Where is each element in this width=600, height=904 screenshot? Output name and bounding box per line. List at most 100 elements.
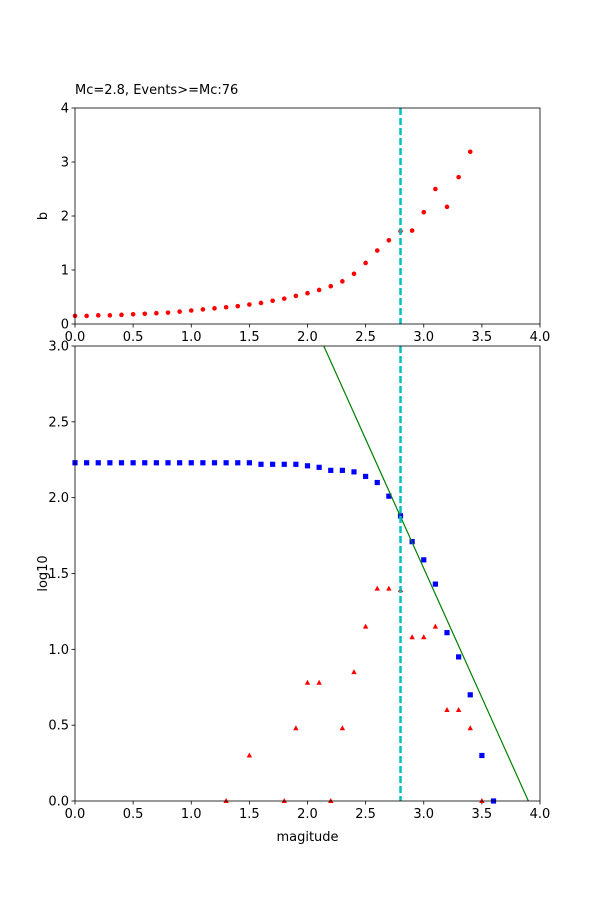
x-tick-label: 1.0: [181, 330, 202, 345]
point: [409, 228, 415, 233]
point: [409, 634, 415, 640]
point: [386, 238, 392, 243]
point: [304, 463, 311, 469]
point: [281, 798, 287, 803]
point: [455, 707, 462, 712]
point: [293, 725, 299, 731]
plot-area: 0.0 0.5 1.0 1.5 2.0 2.5 3.0 3.5 4.0 0.0 0.5 1.0 1.5 2…: [36, 340, 550, 846]
point: [467, 692, 473, 698]
point: [118, 460, 125, 466]
point: [316, 464, 322, 470]
point: [107, 460, 113, 466]
point: [130, 460, 136, 466]
y-tick-label: 4: [61, 102, 69, 117]
point: [351, 469, 357, 475]
y-tick-label: 1.5: [48, 567, 69, 582]
point: [130, 311, 136, 317]
point: [456, 654, 462, 660]
point: [363, 473, 369, 480]
point: [270, 461, 276, 467]
y-tick-label: 2.5: [48, 415, 69, 430]
point: [456, 174, 461, 180]
point: [328, 798, 334, 803]
point: [432, 581, 438, 587]
point: [270, 298, 275, 304]
y-tick-label: 3.0: [48, 340, 69, 355]
point: [293, 293, 299, 299]
x-tick-label: 0.0: [65, 807, 86, 822]
x-axis-label: magitude: [276, 830, 338, 845]
point: [84, 460, 90, 466]
point: [305, 290, 310, 296]
point: [223, 798, 229, 803]
chart-title: Mc=2.8, Events>=Mc:76: [75, 83, 238, 98]
point: [177, 309, 182, 314]
point: [223, 460, 229, 466]
point: [246, 460, 252, 466]
x-tick-label: 0.5: [123, 807, 144, 822]
point: [188, 460, 194, 466]
point: [177, 460, 183, 466]
y-tick-label: 1: [61, 264, 69, 279]
point: [200, 460, 206, 466]
point: [339, 467, 345, 473]
axes-frame: [74, 345, 541, 802]
y-tick-label: 0.5: [48, 719, 69, 734]
point: [107, 313, 113, 318]
x-tick-label: 1.5: [239, 330, 260, 345]
point: [421, 634, 427, 640]
y-tick-label: 2: [61, 210, 69, 225]
x-tick-label: 3.0: [413, 330, 434, 345]
point: [258, 461, 264, 467]
point: [351, 669, 357, 675]
x-tick-label: 3.0: [413, 807, 434, 822]
point: [421, 209, 427, 215]
x-tick-label: 0.0: [65, 330, 86, 345]
point: [374, 479, 380, 486]
point: [444, 707, 450, 712]
point: [467, 149, 473, 155]
point: [386, 585, 392, 591]
point: [235, 303, 241, 309]
y-tick-label: 2.0: [48, 491, 69, 506]
x-tick-label: 4.0: [530, 807, 551, 822]
point: [235, 460, 241, 466]
point: [95, 313, 101, 318]
point: [374, 248, 380, 253]
x-tick-label: 3.5: [472, 807, 493, 822]
point: [444, 204, 450, 210]
point: [421, 557, 427, 563]
point: [293, 461, 299, 467]
point: [258, 300, 264, 306]
point: [328, 467, 334, 473]
point: [200, 307, 206, 312]
point: [479, 752, 485, 759]
x-tick-label: 3.5: [472, 330, 493, 345]
point: [340, 279, 345, 284]
point: [328, 283, 334, 289]
point: [467, 725, 473, 731]
x-tick-label: 1.5: [239, 807, 260, 822]
point: [432, 623, 439, 629]
point: [479, 798, 485, 803]
point: [84, 313, 89, 319]
point: [374, 585, 380, 591]
x-tick-label: 1.0: [181, 807, 202, 822]
y-tick-label: 1.0: [48, 643, 69, 658]
point: [351, 271, 357, 277]
fit-line: [323, 345, 529, 802]
x-tick-label: 2.0: [297, 807, 318, 822]
y-tick-label: 3: [61, 156, 69, 171]
point: [188, 308, 194, 313]
point: [281, 296, 287, 301]
point: [211, 460, 218, 466]
axes-frame: [74, 107, 541, 325]
point: [154, 310, 159, 316]
point: [119, 312, 124, 318]
point: [281, 461, 287, 467]
point: [433, 186, 438, 192]
point: [247, 302, 252, 307]
point: [363, 260, 368, 266]
y-axis-label: b: [36, 212, 51, 220]
